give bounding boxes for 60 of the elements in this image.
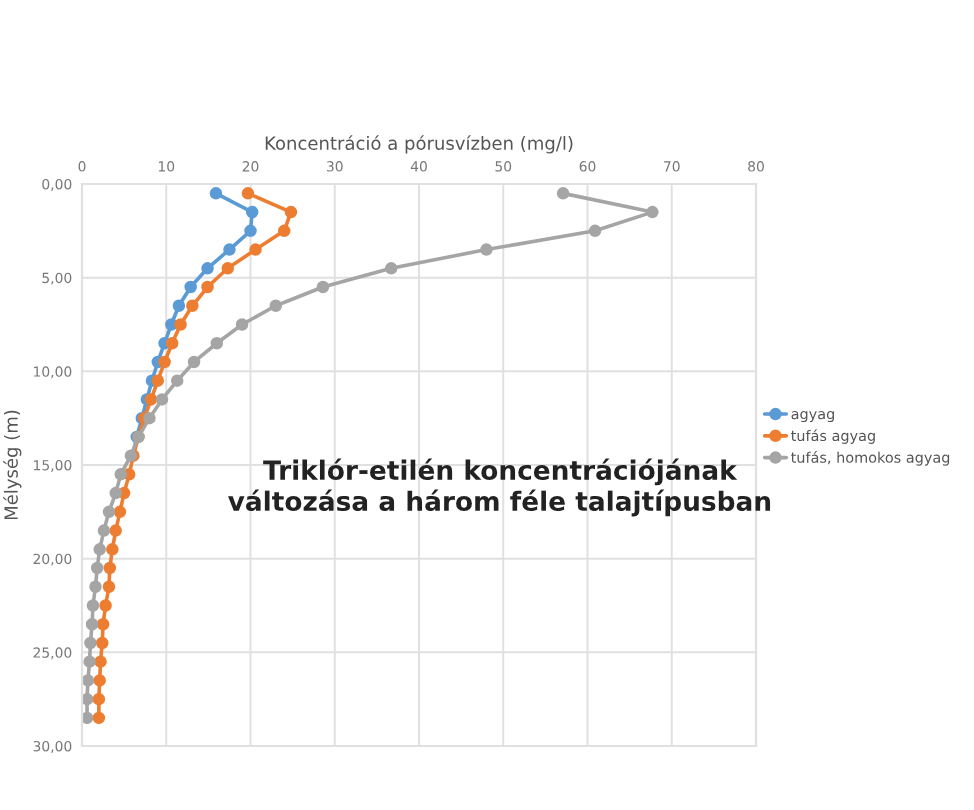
point: [114, 468, 128, 481]
point: [93, 674, 106, 687]
point: [170, 374, 184, 387]
point: [186, 299, 199, 313]
point: [249, 243, 262, 256]
point: [84, 636, 97, 650]
point: [102, 505, 116, 519]
point: [245, 205, 259, 219]
point: [106, 543, 119, 556]
point: [201, 280, 214, 294]
point: [588, 224, 602, 238]
point: [174, 318, 187, 331]
point: [94, 655, 107, 668]
y-axis-title: Mélység (m): [3, 410, 22, 520]
point: [92, 692, 106, 706]
point: [201, 262, 214, 275]
point: [102, 580, 116, 594]
point: [93, 543, 106, 556]
point: [384, 262, 398, 275]
point: [82, 692, 94, 706]
point: [221, 262, 234, 275]
point: [113, 505, 127, 519]
point: [155, 393, 169, 406]
point: [235, 318, 249, 331]
point: [269, 299, 283, 313]
point: [96, 617, 110, 631]
point: [556, 187, 570, 200]
point: [99, 599, 112, 612]
point: [90, 561, 104, 575]
point: [109, 486, 122, 500]
point: [92, 711, 106, 725]
point: [158, 355, 171, 369]
point: [284, 205, 298, 219]
point: [165, 336, 179, 350]
point: [184, 280, 197, 294]
point: [82, 674, 95, 687]
point: [277, 224, 291, 238]
x-axis-title: Koncentráció a pórusvízben (mg/l): [265, 135, 573, 154]
point: [151, 374, 165, 387]
point: [241, 187, 255, 200]
annotation: Triklór-etilén koncentrációjának változása a három féle talajtípusban: [228, 458, 771, 517]
point: [187, 355, 201, 369]
point: [95, 636, 109, 650]
point: [85, 617, 99, 631]
point: [109, 524, 122, 537]
point: [646, 205, 659, 219]
point: [83, 655, 96, 668]
point: [103, 561, 117, 575]
point: [480, 243, 493, 256]
point: [82, 711, 94, 725]
point: [209, 187, 223, 200]
point: [89, 580, 102, 594]
point: [316, 280, 330, 294]
point: [143, 411, 156, 425]
point: [172, 299, 186, 313]
point: [244, 224, 257, 238]
point: [210, 336, 224, 350]
point: [223, 243, 236, 256]
point: [86, 599, 100, 612]
point: [97, 524, 111, 537]
